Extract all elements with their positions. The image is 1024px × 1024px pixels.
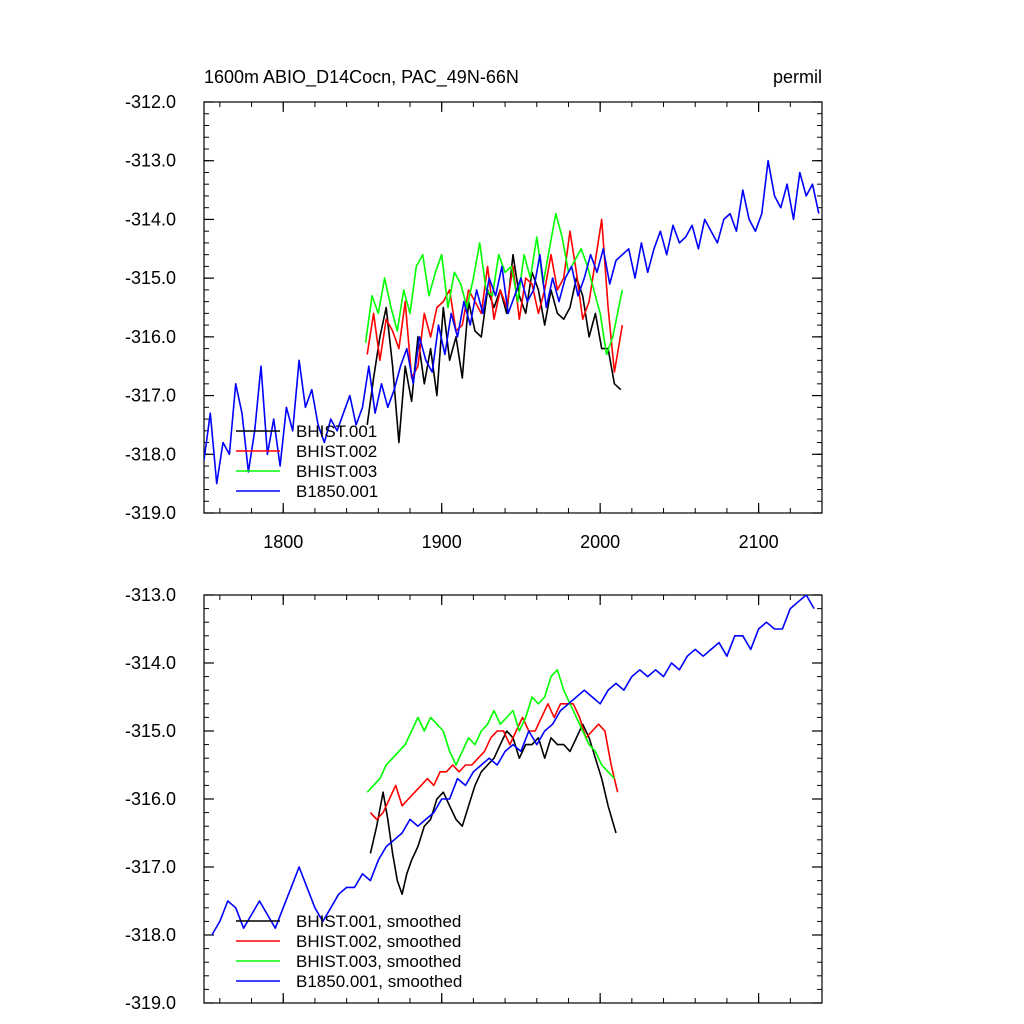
top-panel: 1800 1900 2000 2100 -319.0 -318.0 -317.0 -316.0… <box>125 92 823 552</box>
y-tick-label: -312.0 <box>125 92 176 112</box>
y-tick-label: -316.0 <box>125 327 176 347</box>
chart-title: 1600m ABIO_D14Cocn, PAC_49N-66N <box>204 67 519 88</box>
y-tick-label: -314.0 <box>125 653 176 673</box>
y-tick-label: -318.0 <box>125 444 176 464</box>
legend-label: BHIST.002 <box>296 442 377 461</box>
series-group <box>211 595 815 936</box>
legend-label: BHIST.001 <box>296 422 377 441</box>
x-tick-label: 2100 <box>739 532 779 552</box>
y-tick-label: -317.0 <box>125 857 176 877</box>
series-line <box>366 669 615 793</box>
y-tick-label: -315.0 <box>125 268 176 288</box>
y-tick-label: -313.0 <box>125 585 176 605</box>
y-tick-label: -319.0 <box>125 993 176 1013</box>
series-line <box>366 218 624 379</box>
y-tick-label: -315.0 <box>125 721 176 741</box>
x-tick-label: 1800 <box>263 532 303 552</box>
y-tick-label: -313.0 <box>125 151 176 171</box>
series-group <box>204 159 820 485</box>
series-line <box>369 723 617 895</box>
legend-label: BHIST.001, smoothed <box>296 912 461 931</box>
x-tick-label: 2000 <box>580 532 620 552</box>
series-line <box>204 159 820 485</box>
y-tick-label: -314.0 <box>125 209 176 229</box>
series-line <box>211 595 815 936</box>
legend-label: BHIST.003 <box>296 462 377 481</box>
series-line <box>364 212 624 356</box>
legend-label: BHIST.003, smoothed <box>296 952 461 971</box>
y-tick-label: -319.0 <box>125 503 176 523</box>
legend-label: B1850.001, smoothed <box>296 972 462 991</box>
y-tick-label: -316.0 <box>125 789 176 809</box>
chart-units: permil <box>773 67 822 87</box>
legend-label: BHIST.002, smoothed <box>296 932 461 951</box>
x-tick-label: 1900 <box>422 532 462 552</box>
y-tick-label: -318.0 <box>125 925 176 945</box>
legend-label: B1850.001 <box>296 482 378 501</box>
plot-frame <box>203 101 823 514</box>
bottom-panel: -319.0 -318.0 -317.0 -316.0 -315.0 -314.0 -313… <box>125 585 823 1013</box>
series-line <box>369 703 619 821</box>
y-tick-label: -317.0 <box>125 386 176 406</box>
